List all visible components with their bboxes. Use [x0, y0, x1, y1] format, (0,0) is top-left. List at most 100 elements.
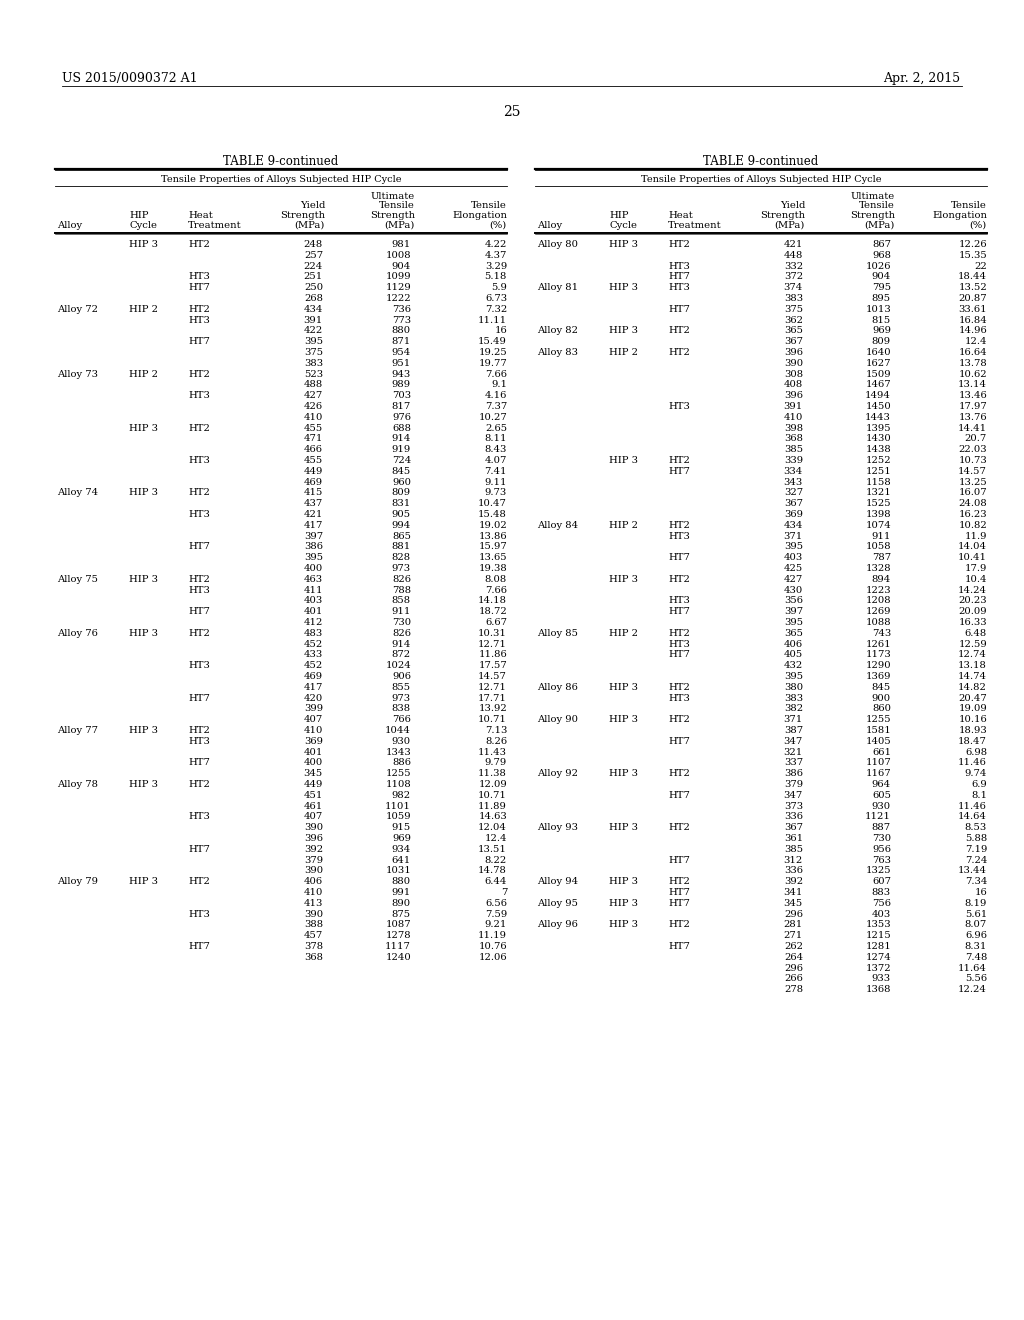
Text: HIP 3: HIP 3: [609, 682, 638, 692]
Text: HT3: HT3: [668, 403, 690, 411]
Text: 449: 449: [304, 780, 323, 789]
Text: 20.87: 20.87: [958, 294, 987, 304]
Text: 437: 437: [304, 499, 323, 508]
Text: Strength: Strength: [850, 211, 895, 220]
Text: 12.26: 12.26: [958, 240, 987, 249]
Text: Ultimate: Ultimate: [851, 191, 895, 201]
Text: HT3: HT3: [668, 284, 690, 292]
Text: 20.47: 20.47: [958, 693, 987, 702]
Text: 4.37: 4.37: [484, 251, 507, 260]
Text: HT2: HT2: [188, 574, 210, 583]
Text: 956: 956: [872, 845, 891, 854]
Text: 341: 341: [783, 888, 803, 898]
Text: 1121: 1121: [865, 812, 891, 821]
Text: 10.27: 10.27: [478, 413, 507, 422]
Text: 327: 327: [784, 488, 803, 498]
Text: 13.46: 13.46: [958, 391, 987, 400]
Text: HT7: HT7: [668, 942, 690, 950]
Text: HT3: HT3: [668, 597, 690, 606]
Text: 278: 278: [784, 985, 803, 994]
Text: 914: 914: [391, 640, 411, 648]
Text: HT3: HT3: [188, 586, 210, 594]
Text: 13.25: 13.25: [958, 478, 987, 487]
Text: 374: 374: [783, 284, 803, 292]
Text: 271: 271: [783, 931, 803, 940]
Text: HT7: HT7: [188, 337, 210, 346]
Text: HT7: HT7: [188, 284, 210, 292]
Text: 368: 368: [304, 953, 323, 962]
Text: 1223: 1223: [865, 586, 891, 594]
Text: (MPa): (MPa): [385, 220, 415, 230]
Text: 11.43: 11.43: [478, 747, 507, 756]
Text: 12.71: 12.71: [478, 682, 507, 692]
Text: 730: 730: [871, 834, 891, 843]
Text: 336: 336: [784, 866, 803, 875]
Text: 1074: 1074: [865, 521, 891, 529]
Text: 1240: 1240: [385, 953, 411, 962]
Text: 365: 365: [784, 628, 803, 638]
Text: Cycle: Cycle: [609, 220, 637, 230]
Text: 390: 390: [304, 909, 323, 919]
Text: 19.25: 19.25: [478, 348, 507, 356]
Text: 788: 788: [392, 586, 411, 594]
Text: 880: 880: [392, 326, 411, 335]
Text: HT7: HT7: [668, 305, 690, 314]
Text: 420: 420: [304, 693, 323, 702]
Text: 408: 408: [783, 380, 803, 389]
Text: 386: 386: [784, 770, 803, 779]
Text: 15.35: 15.35: [958, 251, 987, 260]
Text: 396: 396: [304, 834, 323, 843]
Text: 33.61: 33.61: [958, 305, 987, 314]
Text: 434: 434: [783, 521, 803, 529]
Text: 382: 382: [784, 705, 803, 713]
Text: HT7: HT7: [668, 651, 690, 660]
Text: 15.48: 15.48: [478, 510, 507, 519]
Text: 703: 703: [392, 391, 411, 400]
Text: (%): (%): [489, 220, 507, 230]
Text: Tensile: Tensile: [471, 202, 507, 210]
Text: 20.23: 20.23: [958, 597, 987, 606]
Text: 12.74: 12.74: [958, 651, 987, 660]
Text: 895: 895: [871, 294, 891, 304]
Text: HT7: HT7: [668, 553, 690, 562]
Text: 1059: 1059: [385, 812, 411, 821]
Text: 19.09: 19.09: [958, 705, 987, 713]
Text: Tensile: Tensile: [379, 202, 415, 210]
Text: 13.92: 13.92: [478, 705, 507, 713]
Text: 809: 809: [871, 337, 891, 346]
Text: 1058: 1058: [865, 543, 891, 552]
Text: Alloy 84: Alloy 84: [537, 521, 579, 529]
Text: 11.64: 11.64: [958, 964, 987, 973]
Text: 20.09: 20.09: [958, 607, 987, 616]
Text: 396: 396: [784, 391, 803, 400]
Text: 378: 378: [304, 942, 323, 950]
Text: 6.44: 6.44: [484, 878, 507, 886]
Text: 12.4: 12.4: [965, 337, 987, 346]
Text: 7.24: 7.24: [965, 855, 987, 865]
Text: 248: 248: [304, 240, 323, 249]
Text: 4.22: 4.22: [484, 240, 507, 249]
Text: Strength: Strength: [760, 211, 805, 220]
Text: 1369: 1369: [865, 672, 891, 681]
Text: 9.79: 9.79: [484, 759, 507, 767]
Text: 994: 994: [392, 521, 411, 529]
Text: HT2: HT2: [668, 326, 690, 335]
Text: 5.9: 5.9: [492, 284, 507, 292]
Text: 410: 410: [304, 413, 323, 422]
Text: HT7: HT7: [188, 845, 210, 854]
Text: 375: 375: [784, 305, 803, 314]
Text: HIP 3: HIP 3: [609, 715, 638, 725]
Text: 17.9: 17.9: [965, 564, 987, 573]
Text: 1640: 1640: [865, 348, 891, 356]
Text: 412: 412: [304, 618, 323, 627]
Text: 339: 339: [784, 455, 803, 465]
Text: 871: 871: [392, 337, 411, 346]
Text: 1353: 1353: [865, 920, 891, 929]
Text: 6.67: 6.67: [485, 618, 507, 627]
Text: (MPa): (MPa): [864, 220, 895, 230]
Text: 605: 605: [872, 791, 891, 800]
Text: 388: 388: [304, 920, 323, 929]
Text: 13.52: 13.52: [958, 284, 987, 292]
Text: 395: 395: [784, 672, 803, 681]
Text: 981: 981: [392, 240, 411, 249]
